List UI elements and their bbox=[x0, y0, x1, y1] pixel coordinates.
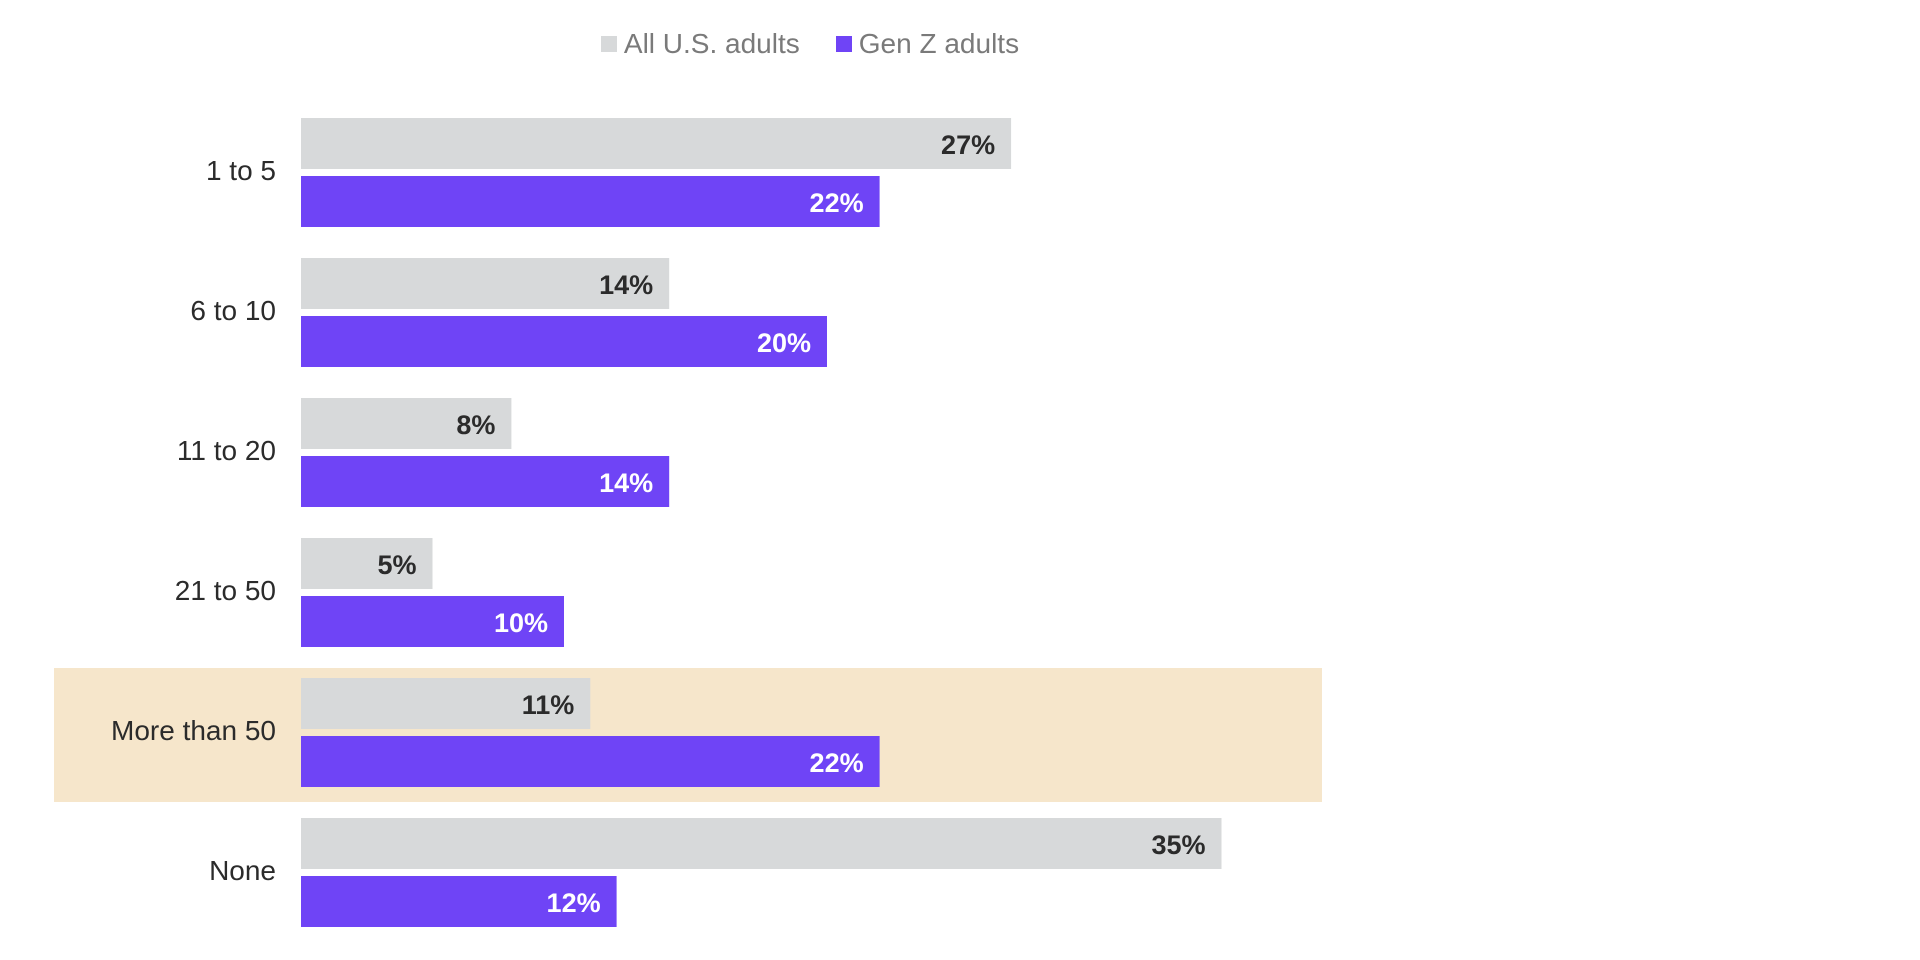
bar-gen-z-11-to-20 bbox=[301, 456, 670, 507]
bar-gen-z-more-than-50 bbox=[301, 736, 880, 787]
bar-gen-z-6-to-10 bbox=[301, 316, 827, 367]
bar-gen-z-1-to-5 bbox=[301, 176, 880, 227]
legend-label-all-adults: All U.S. adults bbox=[623, 28, 800, 59]
chart-legend: All U.S. adults Gen Z adults bbox=[0, 28, 1620, 60]
legend-swatch-gen-z bbox=[835, 36, 852, 52]
value-label-all-adults-more-than-50: 11% bbox=[522, 690, 575, 720]
legend-label-gen-z: Gen Z adults bbox=[858, 28, 1020, 59]
value-label-all-adults-6-to-10: 14% bbox=[599, 270, 653, 300]
value-label-gen-z-6-to-10: 20% bbox=[757, 328, 811, 358]
value-label-gen-z-1-to-5: 22% bbox=[810, 188, 864, 218]
value-label-all-adults-11-to-20: 8% bbox=[456, 410, 495, 440]
value-label-all-adults-21-to-50: 5% bbox=[377, 550, 416, 580]
value-label-gen-z-21-to-50: 10% bbox=[494, 608, 548, 638]
value-label-gen-z-more-than-50: 22% bbox=[810, 748, 864, 778]
bar-gen-z-21-to-50 bbox=[301, 596, 564, 647]
value-label-all-adults-1-to-5: 27% bbox=[941, 130, 995, 160]
category-label-21-to-50: 21 to 50 bbox=[175, 575, 276, 606]
category-label-6-to-10: 6 to 10 bbox=[190, 295, 276, 326]
category-label-1-to-5: 1 to 5 bbox=[206, 155, 276, 186]
legend-swatch-all-adults bbox=[600, 36, 617, 52]
value-label-all-adults-none: 35% bbox=[1151, 830, 1205, 860]
category-label-11-to-20: 11 to 20 bbox=[177, 435, 276, 466]
bar-all-adults-11-to-20 bbox=[301, 398, 512, 449]
bar-all-adults-more-than-50 bbox=[301, 678, 591, 729]
legend-item-gen-z: Gen Z adults bbox=[835, 28, 1020, 60]
bar-all-adults-6-to-10 bbox=[301, 258, 670, 309]
category-label-more-than-50: More than 50 bbox=[111, 715, 276, 746]
bar-all-adults-none bbox=[301, 818, 1222, 869]
category-label-none: None bbox=[209, 855, 276, 886]
value-label-gen-z-none: 12% bbox=[547, 888, 601, 918]
value-label-gen-z-11-to-20: 14% bbox=[599, 468, 653, 498]
bar-gen-z-none bbox=[301, 876, 617, 927]
legend-item-all-adults: All U.S. adults bbox=[600, 28, 800, 60]
bar-all-adults-21-to-50 bbox=[301, 538, 433, 589]
bar-all-adults-1-to-5 bbox=[301, 118, 1012, 169]
